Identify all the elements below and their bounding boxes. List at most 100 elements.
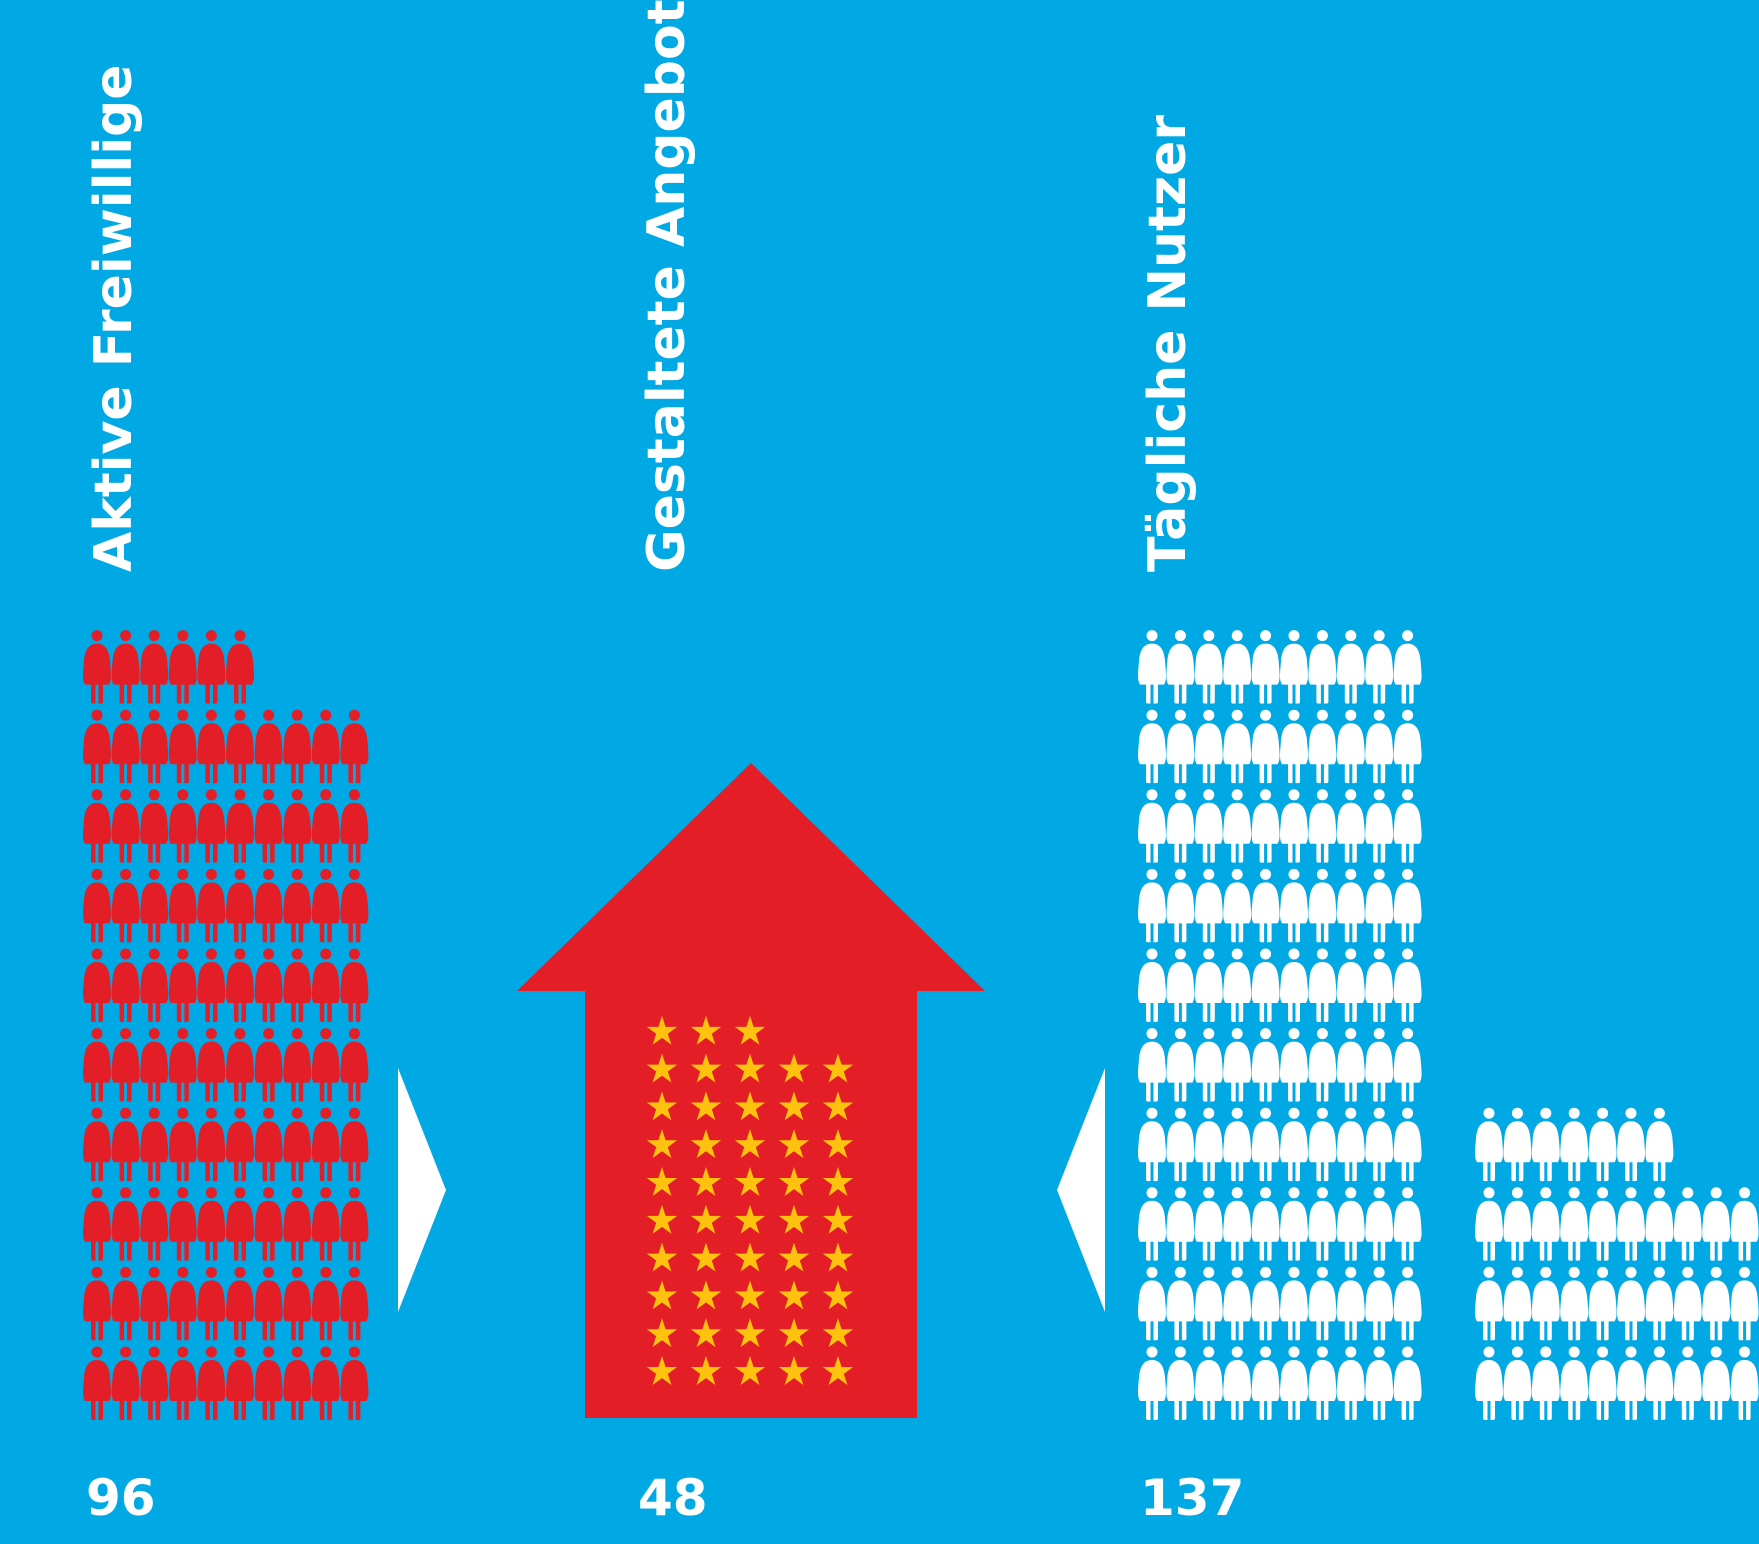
person-icon [1365,1346,1394,1420]
person-icon [111,1107,140,1182]
person-icon [1194,1346,1223,1420]
person-icon [283,1107,312,1182]
person-icon [283,948,312,1022]
person-icon [1251,1187,1280,1261]
person-icon [168,789,197,863]
person-icon [1673,1266,1702,1341]
person-icon [226,868,254,943]
person-icon [311,868,340,943]
person-icon [1673,1187,1702,1261]
person-icon [1702,1187,1731,1261]
person-icon [1194,1187,1223,1261]
person-icon [340,1107,369,1182]
person-icon [1223,1028,1252,1102]
person-icon [168,868,197,943]
person-icon [1393,630,1422,704]
person-icon [1251,1028,1280,1102]
person-icon [1308,1266,1337,1341]
person-icon [83,789,111,863]
person-icon [1138,789,1166,863]
person-icon [1138,948,1166,1022]
person-icon [83,948,111,1022]
person-icon [197,1266,226,1341]
users-value: 137 [1140,1469,1245,1527]
person-icon [1645,1346,1674,1420]
person-icon [1251,1266,1280,1341]
person-icon [311,1346,340,1420]
person-icon [1223,709,1252,784]
person-icon [140,1107,169,1182]
person-icon [340,1028,369,1102]
person-icon [168,630,197,704]
person-icon [168,1187,197,1261]
person-icon [1166,1266,1195,1341]
person-icon [140,789,169,863]
person-icon [254,1107,283,1182]
person-icon [1251,868,1280,943]
person-icon [168,1346,197,1420]
person-icon [83,630,111,704]
person-icon [1223,1187,1252,1261]
person-icon [1138,1346,1166,1420]
person-icon [1308,709,1337,784]
person-icon [1336,948,1365,1022]
person-icon [1531,1107,1560,1182]
person-icon [83,1028,111,1102]
person-icon [311,948,340,1022]
users-icon-group [1138,630,1759,1420]
person-icon [1336,1187,1365,1261]
person-icon [1166,789,1195,863]
person-icon [111,630,140,704]
person-icon [1194,630,1223,704]
person-icon [83,1187,111,1261]
person-icon [1503,1346,1532,1420]
person-icon [1166,709,1195,784]
person-icon [1308,789,1337,863]
person-icon [1138,1028,1166,1102]
person-icon [1393,948,1422,1022]
person-icon [1251,789,1280,863]
person-icon [254,948,283,1022]
person-icon [283,1028,312,1102]
person-icon [1280,948,1308,1022]
person-icon [254,1028,283,1102]
person-icon [197,1346,226,1420]
person-icon [283,1187,312,1261]
person-icon [1393,1187,1422,1261]
person-icon [197,789,226,863]
person-icon [111,948,140,1022]
person-icon [1503,1187,1532,1261]
person-icon [1503,1107,1532,1182]
person-icon [168,948,197,1022]
person-icon [1365,1266,1394,1341]
person-icon [1166,1107,1195,1182]
person-icon [111,709,140,784]
person-icon [1560,1266,1589,1341]
person-icon [1588,1266,1617,1341]
person-icon [1617,1346,1645,1420]
person-icon [1223,1346,1252,1420]
person-icon [1588,1107,1617,1182]
person-icon [1280,709,1308,784]
person-icon [197,630,226,704]
person-icon [197,1107,226,1182]
person-icon [1393,1346,1422,1420]
volunteers-value: 96 [86,1469,156,1527]
person-icon [111,1266,140,1341]
person-icon [1138,1266,1166,1341]
person-icon [168,1266,197,1341]
person-icon [111,1346,140,1420]
person-icon [1280,1107,1308,1182]
person-icon [283,789,312,863]
person-icon [311,1187,340,1261]
person-icon [1336,1266,1365,1341]
person-icon [1336,1346,1365,1420]
person-icon [168,709,197,784]
person-icon [1617,1187,1645,1261]
person-icon [1166,868,1195,943]
person-icon [1138,709,1166,784]
person-icon [226,709,254,784]
person-icon [1702,1266,1731,1341]
person-icon [1308,1028,1337,1102]
person-icon [1223,630,1252,704]
